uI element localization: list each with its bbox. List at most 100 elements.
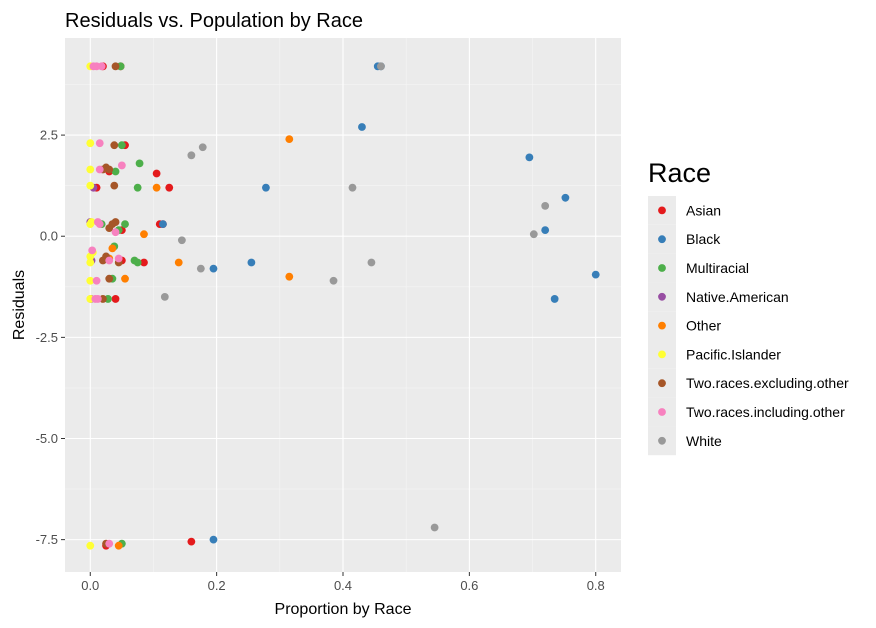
data-point-two-races-excluding-other xyxy=(110,141,119,150)
data-point-white xyxy=(177,236,186,245)
data-point-black xyxy=(525,153,534,162)
data-point-white xyxy=(198,143,207,152)
data-point-two-races-excluding-other xyxy=(111,62,120,71)
data-point-other xyxy=(285,135,294,144)
legend-marker-pacific-islander xyxy=(658,350,666,359)
legend-marker-two-races-including-other xyxy=(658,408,666,416)
data-point-pacific-islander xyxy=(86,541,95,550)
legend-marker-black xyxy=(658,235,666,244)
data-point-other xyxy=(121,274,129,283)
data-point-two-races-including-other xyxy=(91,295,100,303)
data-point-other xyxy=(174,258,183,267)
x-tick-label: 0.4 xyxy=(334,578,352,593)
legend-label-native-american: Native.American xyxy=(686,289,789,305)
data-point-multiracial xyxy=(135,159,144,168)
legend-marker-asian xyxy=(658,206,666,215)
legend-marker-white xyxy=(658,436,666,445)
data-point-two-races-including-other xyxy=(95,220,104,228)
data-point-asian xyxy=(140,258,148,267)
x-tick-label: 0.2 xyxy=(208,578,226,593)
legend-marker-other xyxy=(658,321,666,330)
x-tick-label: 0.0 xyxy=(81,578,99,593)
data-point-asian xyxy=(187,537,196,546)
data-point-two-races-excluding-other xyxy=(105,165,114,174)
data-point-multiracial xyxy=(117,141,126,150)
data-point-white xyxy=(348,183,357,192)
data-points xyxy=(86,62,600,550)
legend-marker-native-american xyxy=(658,292,666,301)
data-point-two-races-including-other xyxy=(105,539,114,548)
data-point-pacific-islander xyxy=(86,258,95,267)
legend-label-other: Other xyxy=(686,318,721,334)
legend-label-asian: Asian xyxy=(686,202,721,218)
data-point-two-races-including-other xyxy=(95,165,104,174)
data-point-pacific-islander xyxy=(86,181,95,190)
y-tick-label: -5.0 xyxy=(36,431,58,446)
legend: Asian Black Multiracial Native.American Othe… xyxy=(648,196,849,456)
data-point-black xyxy=(247,258,256,267)
data-point-two-races-including-other xyxy=(92,276,101,285)
data-point-two-races-including-other xyxy=(105,256,114,265)
data-point-two-races-excluding-other xyxy=(108,220,117,228)
data-point-black xyxy=(591,270,600,279)
data-point-asian xyxy=(152,169,161,178)
data-point-multiracial xyxy=(111,167,120,176)
data-point-black xyxy=(541,226,550,235)
data-point-two-races-excluding-other xyxy=(105,274,114,283)
legend-label-white: White xyxy=(686,433,722,449)
data-point-black xyxy=(358,123,366,131)
data-point-pacific-islander xyxy=(86,165,95,174)
data-point-white xyxy=(430,523,439,532)
data-point-other xyxy=(108,244,117,253)
y-axis-title: Residuals xyxy=(11,270,28,340)
data-point-asian xyxy=(111,295,120,303)
data-point-multiracial xyxy=(133,258,142,267)
data-point-black xyxy=(550,295,559,303)
data-point-two-races-including-other xyxy=(88,246,97,255)
y-tick-label: 2.5 xyxy=(40,128,58,143)
y-tick-label: 0.0 xyxy=(40,229,58,244)
data-point-two-races-including-other xyxy=(95,139,104,148)
legend-label-two-races-including-other: Two.races.including.other xyxy=(686,404,845,420)
data-point-black xyxy=(209,264,218,273)
legend-marker-multiracial xyxy=(658,264,666,272)
data-point-pacific-islander xyxy=(86,139,95,148)
data-point-other xyxy=(140,230,148,239)
data-point-two-races-including-other xyxy=(89,62,98,71)
data-point-white xyxy=(187,151,196,160)
x-axis-title: Proportion by Race xyxy=(275,601,412,618)
legend-title: Race xyxy=(648,158,711,188)
data-point-black xyxy=(209,535,218,544)
data-point-white xyxy=(541,201,550,210)
data-point-multiracial xyxy=(133,183,142,192)
legend-label-black: Black xyxy=(686,231,721,247)
data-point-other xyxy=(114,541,123,550)
data-point-white xyxy=(529,230,538,239)
data-point-white xyxy=(377,62,385,71)
x-axis-ticks: 0.0 0.2 0.4 0.6 0.8 xyxy=(81,572,605,593)
data-point-black xyxy=(262,183,270,192)
x-tick-label: 0.8 xyxy=(587,578,605,593)
data-point-two-races-excluding-other xyxy=(99,256,107,265)
chart-title: Residuals vs. Population by Race xyxy=(65,10,363,32)
y-tick-label: -2.5 xyxy=(36,330,58,345)
legend-label-multiracial: Multiracial xyxy=(686,260,749,276)
legend-marker-two-races-excluding-other xyxy=(658,379,666,388)
legend-label-pacific-islander: Pacific.Islander xyxy=(686,346,781,362)
y-axis-ticks: -7.5 -5.0 -2.5 0.0 2.5 xyxy=(36,128,65,547)
data-point-other xyxy=(152,183,161,192)
data-point-white xyxy=(196,264,205,273)
data-point-black xyxy=(159,220,167,228)
data-point-pacific-islander xyxy=(87,218,96,226)
data-point-white xyxy=(160,293,169,301)
data-point-pacific-islander xyxy=(86,276,95,285)
legend-label-two-races-excluding-other: Two.races.excluding.other xyxy=(686,375,849,391)
data-point-two-races-excluding-other xyxy=(110,181,119,190)
data-point-multiracial xyxy=(121,220,129,228)
data-point-asian xyxy=(165,183,174,192)
data-point-white xyxy=(367,258,376,267)
x-tick-label: 0.6 xyxy=(460,578,478,593)
data-point-other xyxy=(285,272,294,281)
data-point-two-races-including-other xyxy=(97,62,106,71)
